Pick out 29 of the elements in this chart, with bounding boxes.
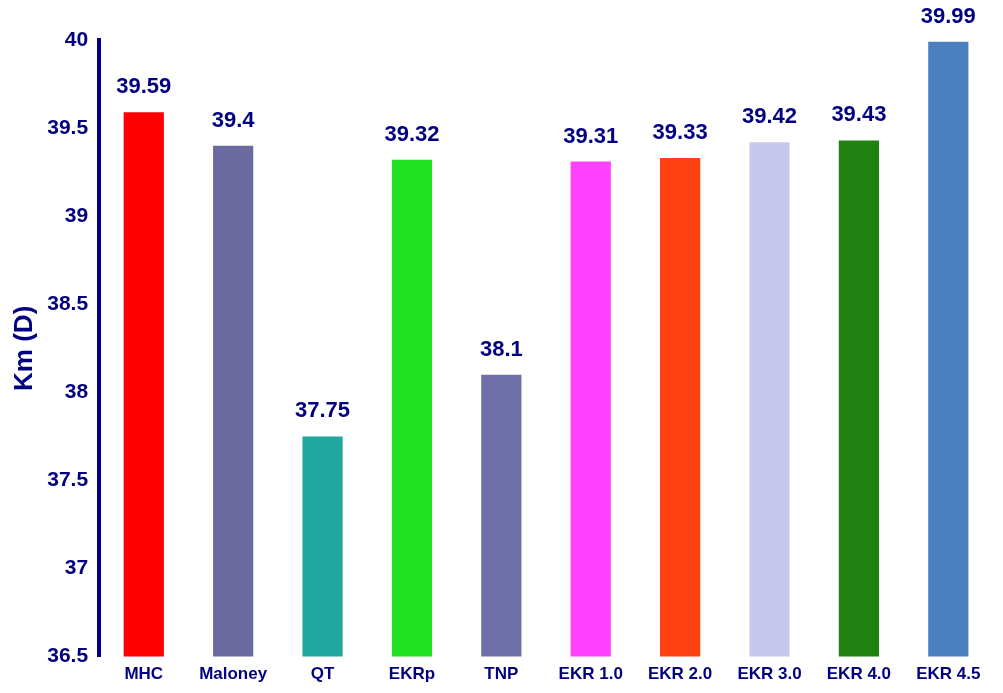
y-tick-label: 39 [64, 202, 89, 226]
x-tick-label: MHC [124, 664, 164, 684]
x-tick-label: EKR 4.5 [916, 664, 981, 684]
data-label: 39.33 [652, 119, 708, 145]
y-tick-label: 40 [64, 26, 89, 50]
data-label: 39.43 [831, 101, 887, 127]
data-label: 39.59 [116, 73, 172, 99]
y-axis-title: Km (D) [7, 305, 38, 391]
data-label: 39.32 [384, 120, 440, 146]
x-tick-label: EKR 4.0 [826, 664, 892, 684]
data-label: 39.31 [563, 122, 619, 148]
x-tick-label: Maloney [199, 664, 268, 684]
x-tick-label: TNP [484, 664, 519, 684]
data-label: 39.4 [211, 106, 256, 132]
y-tick-label: 37 [64, 555, 89, 579]
y-tick-label: 36.5 [47, 643, 89, 667]
x-tick-label: EKR 3.0 [737, 664, 802, 684]
x-tick-label: EKR 2.0 [648, 664, 713, 684]
data-label: 38.1 [479, 335, 523, 361]
y-tick-label: 38 [64, 379, 89, 403]
y-tick-label: 37.5 [47, 467, 89, 491]
x-tick-label: EKRp [388, 664, 436, 684]
data-label: 39.42 [741, 103, 798, 129]
y-tick-label: 38.5 [47, 291, 89, 315]
x-tick-label: EKR 1.0 [558, 664, 623, 684]
data-label: 39.99 [920, 2, 976, 28]
y-tick-label: 39.5 [47, 114, 89, 138]
data-label: 37.75 [295, 397, 351, 423]
x-tick-label: QT [310, 664, 335, 684]
